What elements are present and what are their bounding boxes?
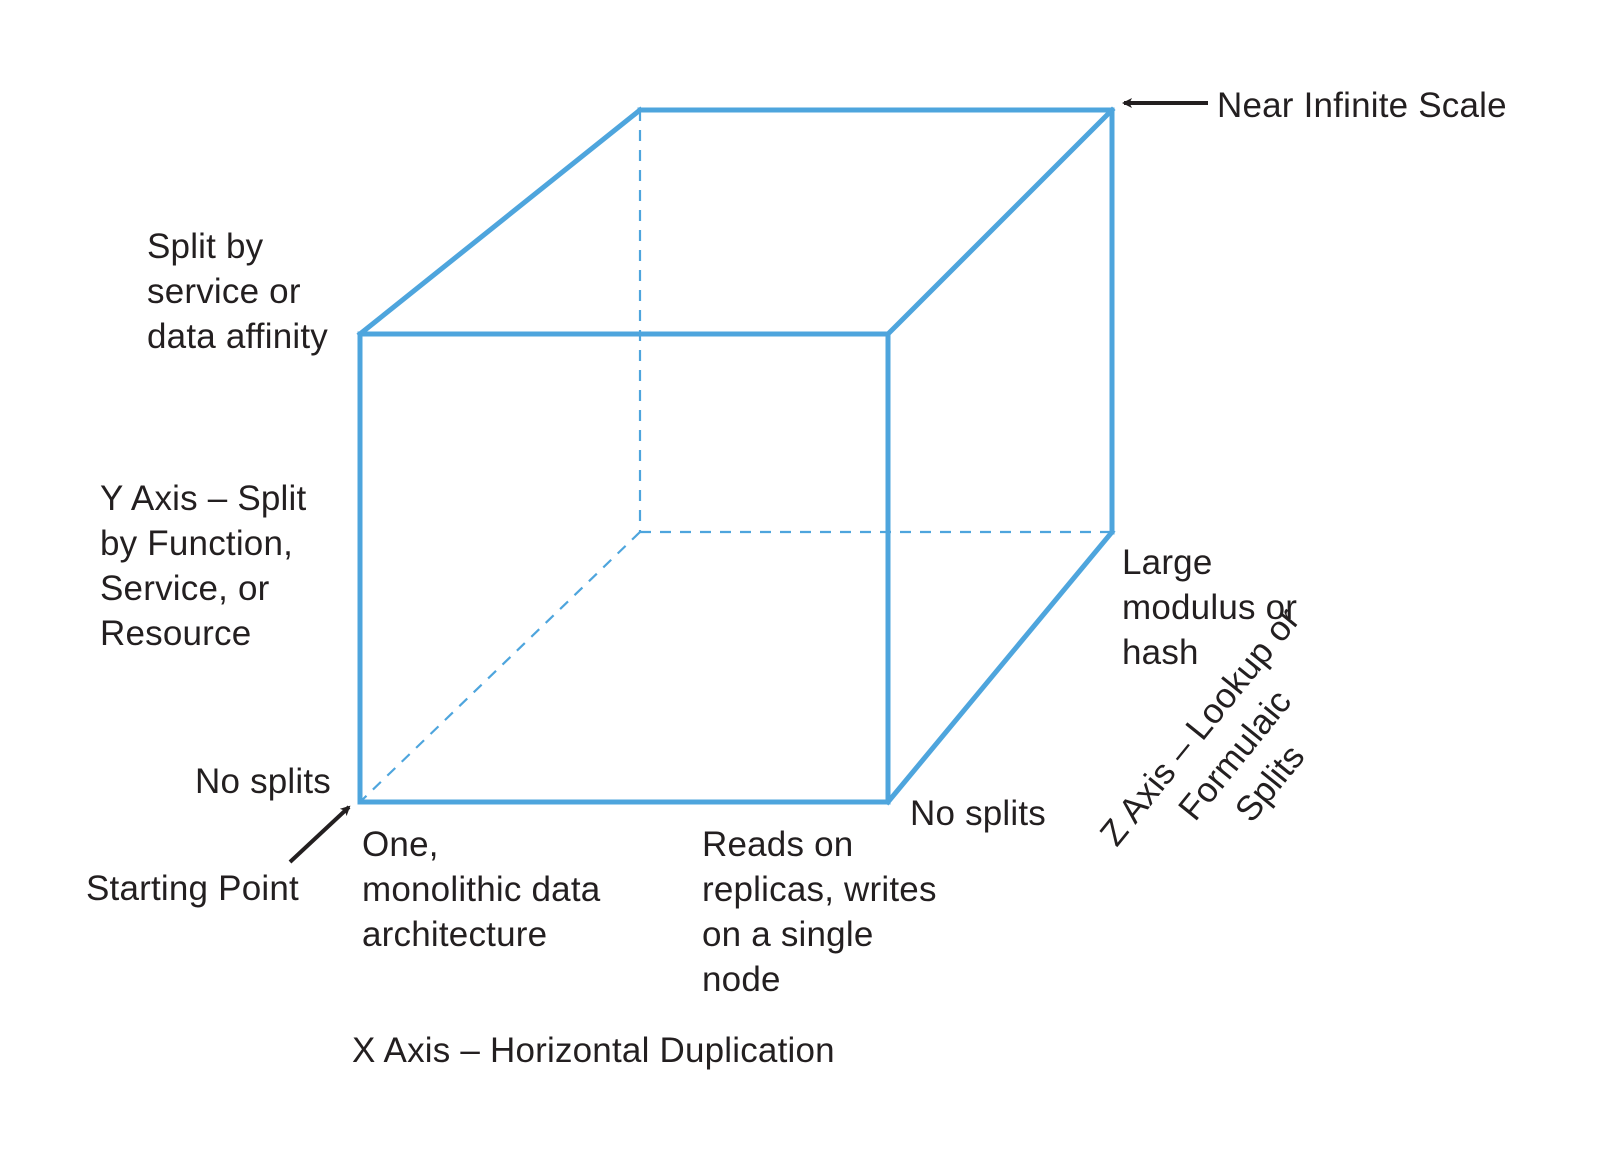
y-axis-top-label: Split by service or data affinity — [147, 227, 328, 356]
hidden-edge-diagonal — [359, 531, 641, 803]
cube-top-left-edge — [356, 106, 644, 338]
x-axis-end-label: Reads on replicas, writes on a single no… — [702, 825, 937, 999]
starting-point-label: Starting Point — [86, 869, 299, 908]
cube-top-right-edge — [884, 106, 1116, 338]
near-infinite-scale-label: Near Infinite Scale — [1217, 86, 1507, 125]
cube-right-bottom-edge — [884, 528, 1116, 806]
x-axis-label: X Axis – Horizontal Duplication — [352, 1031, 835, 1070]
y-axis-label: Y Axis – Split by Function, Service, or … — [100, 479, 307, 653]
cube-front-face — [357, 331, 891, 805]
arrow-up-right-icon — [288, 805, 351, 864]
x-axis-origin-label: One, monolithic data architecture — [362, 825, 601, 954]
origin-no-splits-label: No splits — [195, 762, 332, 801]
z-axis-no-splits-label: No splits — [910, 794, 1047, 833]
z-axis-end-label: Large modulus or hash — [1122, 543, 1298, 672]
